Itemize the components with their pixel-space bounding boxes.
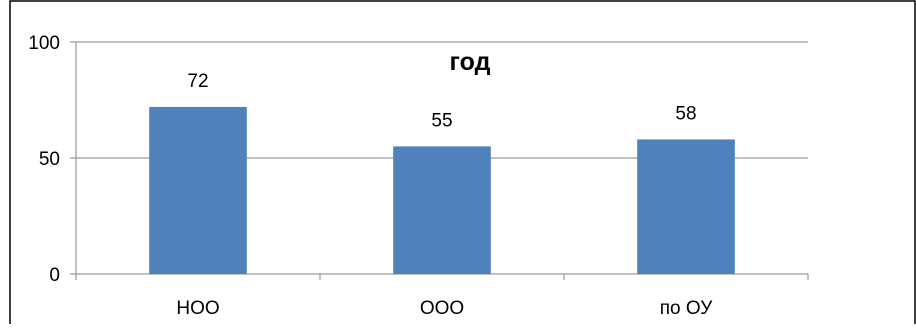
bar — [149, 106, 247, 275]
bar — [637, 139, 735, 274]
y-tick-label: 50 — [39, 149, 60, 170]
y-tick-label: 0 — [49, 265, 60, 286]
x-tick-label: ООО — [420, 298, 464, 319]
x-axis-ticks: НОО ООО по ОУ — [176, 298, 713, 319]
y-axis-ticks: 0 50 100 — [28, 33, 60, 286]
y-tick-label: 100 — [28, 33, 60, 54]
x-tick-label: по ОУ — [660, 298, 713, 319]
data-label: 58 — [675, 103, 696, 124]
data-labels: 72 55 58 — [187, 71, 696, 131]
data-label: 72 — [187, 71, 208, 92]
data-label: 55 — [431, 110, 452, 131]
chart-border — [9, 0, 916, 324]
x-tick-label: НОО — [176, 298, 219, 319]
bar — [393, 146, 491, 274]
chart-title: год — [450, 48, 491, 76]
bars — [149, 106, 735, 275]
